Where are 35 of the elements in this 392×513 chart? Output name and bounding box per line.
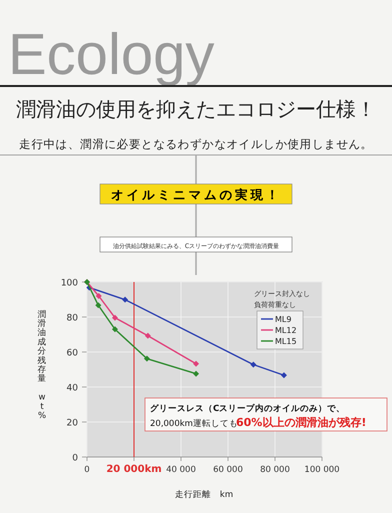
ref-line-label: 20 000km xyxy=(106,464,162,475)
legend-label: ML9 xyxy=(275,315,292,324)
y-tick-label: 60 xyxy=(66,348,78,358)
point xyxy=(112,326,118,332)
x-tick-label: 0 xyxy=(84,465,90,475)
chart-subtitle: 走行中は、潤滑に必要となるわずかなオイルしか使用しません。 xyxy=(19,138,373,151)
y-tick-label: 0 xyxy=(72,454,78,464)
y-tick-label: 40 xyxy=(66,384,78,394)
text: 潤滑油成分残存量 wt% xyxy=(38,310,46,421)
legend-label: ML12 xyxy=(275,326,297,335)
point xyxy=(280,372,287,378)
y-tick-label: 100 xyxy=(60,278,78,288)
text: オイルミニマムの実現！ xyxy=(110,187,282,202)
chart-title: 潤滑油の使用を抑えたエコロジー仕様！ xyxy=(16,97,376,121)
legend-label: ML15 xyxy=(275,337,297,346)
x-tick-label: 80 000 xyxy=(260,465,290,475)
x-tick-label: 60 000 xyxy=(213,465,243,475)
point xyxy=(193,370,200,377)
y-tick-label: 20 xyxy=(66,418,78,428)
x-tick-label: 40 000 xyxy=(166,465,196,475)
y-tick-label: 80 xyxy=(66,314,78,324)
point xyxy=(122,296,128,303)
text: Ecology xyxy=(8,22,214,87)
x-axis-title: 走行距離 km xyxy=(174,489,234,500)
annotation: 60%以上の潤滑油が残存! xyxy=(236,416,366,429)
annotation: 20,000km運転しても xyxy=(150,418,238,429)
point xyxy=(144,356,150,362)
point xyxy=(95,302,102,308)
point xyxy=(96,293,102,299)
point xyxy=(193,360,200,367)
point xyxy=(144,332,151,339)
point xyxy=(250,362,256,368)
annotation: グリースレス（Cスリーブ内のオイルのみ）で、 xyxy=(150,403,346,414)
point xyxy=(112,314,118,321)
x-tick-label: 100 000 xyxy=(304,465,340,475)
